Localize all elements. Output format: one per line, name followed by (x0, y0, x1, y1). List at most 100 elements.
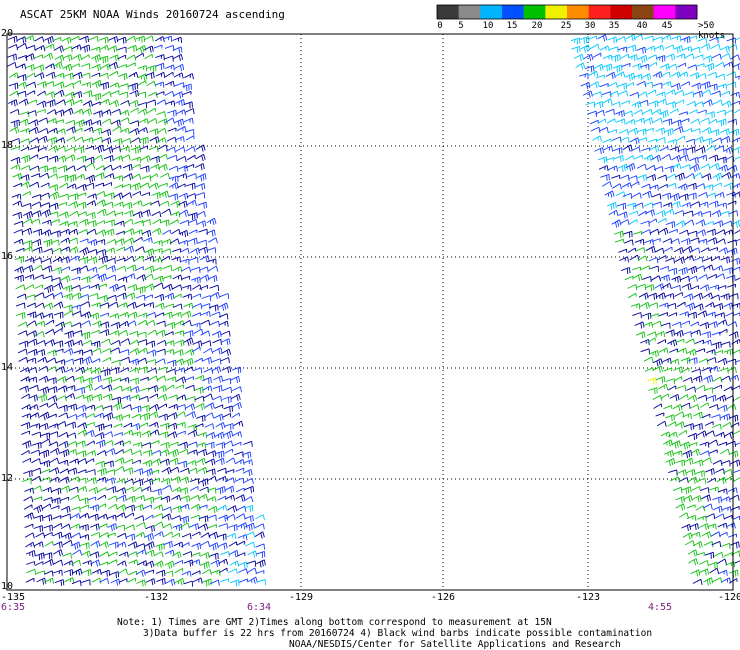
wind-barb (28, 404, 39, 411)
wind-barb (657, 339, 666, 345)
wind-barb (649, 313, 659, 318)
wind-barb (713, 384, 722, 390)
wind-barb (611, 174, 621, 179)
wind-barb (103, 154, 114, 163)
wind-barb (692, 375, 703, 383)
wind-barb (176, 404, 186, 411)
wind-barb (156, 137, 167, 144)
wind-barb (621, 182, 632, 189)
wind-barb (149, 393, 159, 399)
note-line-2: 3)Data buffer is 22 hrs from 20160724 4)… (143, 628, 653, 639)
wind-barb (164, 44, 175, 52)
wind-barb (663, 128, 674, 137)
wind-barb (637, 54, 648, 64)
wind-barb (687, 182, 697, 190)
wind-barb (662, 439, 673, 447)
wind-barb (212, 385, 223, 393)
wind-barb (95, 439, 106, 448)
wind-barb (593, 63, 604, 71)
wind-barb (40, 438, 51, 445)
wind-barb (174, 136, 185, 143)
wind-barb (64, 368, 74, 373)
wind-barb (730, 541, 740, 549)
wind-barb (157, 394, 168, 402)
wind-barb (661, 34, 672, 41)
wind-barb (165, 100, 176, 107)
wind-barb (137, 560, 148, 567)
wind-barb (191, 276, 201, 284)
wind-barb (138, 118, 149, 125)
wind-barb (53, 292, 64, 299)
wind-barb (715, 61, 726, 68)
wind-barb (221, 348, 232, 356)
wind-barb (617, 46, 628, 53)
wind-barb (644, 35, 654, 42)
wind-barb (67, 467, 78, 475)
wind-barb (190, 503, 201, 512)
wind-barb (638, 137, 648, 142)
wind-barb (42, 219, 52, 226)
wind-barb (210, 291, 221, 300)
wind-barb (149, 128, 159, 136)
wind-barb (197, 448, 208, 456)
wind-barb (153, 282, 164, 289)
wind-barb (723, 267, 733, 275)
wind-barb (207, 514, 217, 521)
wind-barb (101, 109, 112, 116)
lat-label-18: 18 (1, 140, 14, 151)
wind-barb (177, 173, 188, 180)
wind-barb (20, 146, 30, 152)
wind-barb (687, 230, 698, 237)
wind-barb (128, 551, 138, 558)
wind-barb (130, 137, 141, 144)
wind-barb (90, 540, 101, 548)
wind-barb (100, 63, 111, 71)
wind-barb (99, 81, 109, 90)
wind-barb (44, 80, 55, 88)
wind-barb (150, 440, 160, 445)
wind-barb (707, 71, 717, 79)
wind-barb (188, 212, 198, 221)
wind-barb (39, 449, 50, 458)
wind-barb (158, 190, 169, 198)
wind-barb (647, 89, 657, 95)
wind-barb (704, 421, 714, 426)
wind-barb (181, 570, 192, 577)
wind-barb (180, 258, 190, 265)
wind-barb (43, 531, 53, 537)
wind-barb (188, 449, 198, 456)
wind-barb (718, 328, 728, 334)
wind-barb (159, 200, 170, 207)
wind-barb (113, 423, 123, 428)
wind-barb (660, 71, 671, 78)
wind-barb (713, 265, 724, 272)
wind-barb (609, 90, 619, 97)
wind-barb (166, 376, 177, 383)
wind-barb (136, 579, 146, 587)
wind-barb (198, 228, 208, 235)
wind-barb (176, 421, 186, 429)
wind-barb (85, 145, 95, 150)
wind-barb (671, 119, 682, 127)
wind-barb (215, 422, 226, 430)
wind-barb (82, 108, 93, 116)
wind-barb (104, 460, 114, 468)
wind-barb (142, 449, 153, 457)
wind-barb (153, 521, 164, 528)
wind-barb (173, 91, 184, 99)
wind-barb (726, 37, 737, 44)
wind-barb (124, 245, 135, 253)
wind-barb (90, 532, 101, 539)
wind-barb (127, 541, 138, 549)
wind-barb (644, 284, 655, 292)
wind-barb (63, 293, 73, 301)
wind-barb (181, 266, 192, 273)
wind-barb (720, 45, 730, 53)
wind-barb (588, 35, 598, 40)
wind-barb (49, 476, 60, 483)
wind-barb (167, 431, 178, 439)
wind-barb (691, 128, 701, 135)
wind-barb (209, 552, 219, 560)
wind-barb (139, 395, 149, 403)
